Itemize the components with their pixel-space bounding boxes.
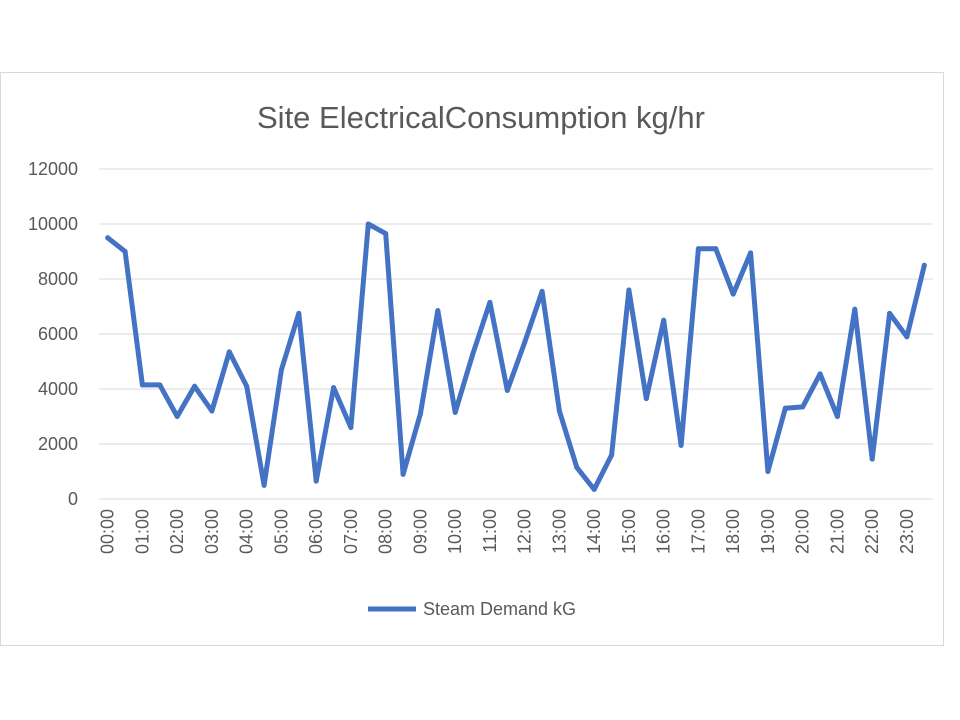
data-point <box>695 246 701 252</box>
data-point <box>834 414 840 419</box>
x-tick-label: 10:00 <box>445 509 465 554</box>
data-point <box>643 396 649 402</box>
y-tick-label: 12000 <box>28 159 78 179</box>
data-point <box>869 456 875 462</box>
data-point <box>452 409 458 415</box>
x-tick-label: 15:00 <box>619 509 639 554</box>
data-point <box>261 482 267 488</box>
x-tick-label: 12:00 <box>515 509 535 554</box>
data-point <box>765 469 771 474</box>
data-point <box>348 425 354 430</box>
data-point <box>209 408 215 414</box>
x-tick-label: 01:00 <box>132 509 152 554</box>
data-point <box>365 221 371 227</box>
data-point <box>226 349 232 355</box>
gridlines <box>99 168 933 500</box>
x-tick-label: 08:00 <box>376 509 396 554</box>
data-point <box>504 387 510 393</box>
x-tick-label: 00:00 <box>98 509 118 554</box>
x-tick-label: 04:00 <box>237 509 257 554</box>
y-tick-label: 10000 <box>28 214 78 234</box>
legend-label-steam-demand: Steam Demand kG <box>423 599 576 619</box>
data-point <box>921 262 927 268</box>
x-tick-label: 07:00 <box>341 509 361 554</box>
data-point <box>383 231 389 237</box>
data-point <box>331 385 337 391</box>
data-point <box>400 471 406 477</box>
legend: Steam Demand kG <box>368 599 576 619</box>
data-point <box>435 308 441 314</box>
x-tick-label: 06:00 <box>306 509 326 554</box>
data-point <box>713 246 719 252</box>
y-tick-label: 2000 <box>38 434 78 454</box>
y-tick-label: 6000 <box>38 324 78 344</box>
series-line-steam-demand <box>105 221 927 492</box>
data-point <box>139 382 145 388</box>
data-point <box>591 486 597 492</box>
y-tick-label: 4000 <box>38 379 78 399</box>
x-tick-label: 16:00 <box>654 509 674 554</box>
x-tick-label: 02:00 <box>167 509 187 554</box>
data-point <box>678 442 684 448</box>
x-tick-label: 21:00 <box>827 509 847 554</box>
x-tick-label: 19:00 <box>758 509 778 554</box>
series-layer <box>105 221 927 492</box>
data-point <box>817 371 823 377</box>
data-point <box>487 299 493 305</box>
data-point <box>852 306 858 312</box>
y-axis-ticks: 0 2000 4000 6000 8000 10000 12000 <box>28 159 78 509</box>
data-point <box>296 310 302 316</box>
data-point <box>626 287 632 293</box>
data-point <box>800 404 806 410</box>
data-point <box>539 288 545 294</box>
data-point <box>609 452 615 458</box>
data-point <box>522 339 528 345</box>
x-tick-label: 14:00 <box>584 509 604 554</box>
line-chart: Site ElectricalConsumption kg/hr 0 2000 40… <box>28 100 933 619</box>
x-tick-label: 20:00 <box>793 509 813 554</box>
x-tick-label: 03:00 <box>202 509 222 554</box>
data-point <box>174 414 180 419</box>
data-point <box>730 291 736 297</box>
data-point <box>417 411 423 417</box>
x-tick-label: 23:00 <box>897 509 917 554</box>
data-point <box>278 367 284 373</box>
x-tick-label: 18:00 <box>723 509 743 554</box>
chart-frame: Site ElectricalConsumption kg/hr 0 2000 40… <box>0 72 944 646</box>
data-point <box>904 334 910 340</box>
data-point <box>192 383 198 389</box>
data-point <box>887 310 893 316</box>
x-tick-label: 09:00 <box>410 509 430 554</box>
data-point <box>122 249 128 254</box>
chart-title: Site ElectricalConsumption kg/hr <box>257 100 705 135</box>
data-point <box>470 352 476 358</box>
data-point <box>574 464 580 470</box>
data-point <box>313 478 319 484</box>
data-point <box>661 317 667 323</box>
data-point <box>782 405 788 411</box>
x-tick-label: 17:00 <box>688 509 708 554</box>
data-point <box>105 235 111 241</box>
data-point <box>556 408 562 414</box>
y-tick-label: 0 <box>68 489 78 509</box>
data-point <box>157 382 163 388</box>
x-axis-ticks: 00:00 01:00 02:00 03:00 04:00 05:00 06:00 07:00… <box>98 509 917 554</box>
x-tick-label: 13:00 <box>549 509 569 554</box>
y-tick-label: 8000 <box>38 269 78 289</box>
x-tick-label: 22:00 <box>862 509 882 554</box>
data-point <box>244 383 250 389</box>
x-tick-label: 11:00 <box>480 509 500 553</box>
data-point <box>748 250 754 256</box>
x-tick-label: 05:00 <box>271 509 291 554</box>
